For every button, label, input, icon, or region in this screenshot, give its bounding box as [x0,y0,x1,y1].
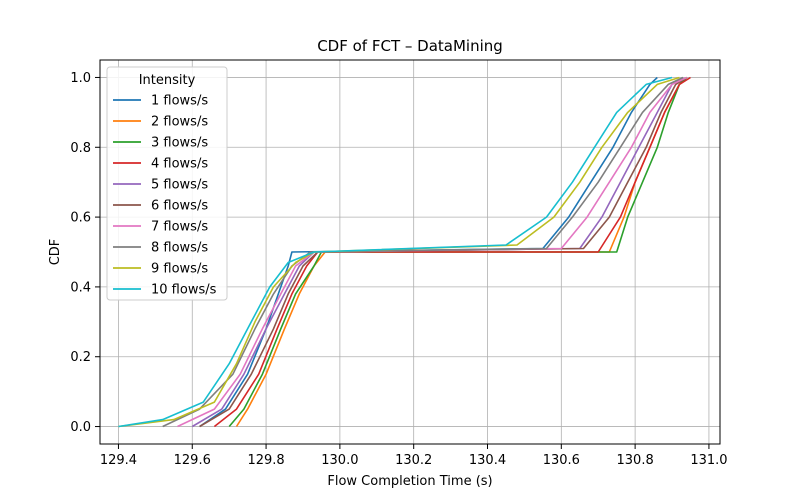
series-line-4 [213,76,691,428]
legend: Intensity 1 flows/s 2 flows/s 3 flows/s 4 f… [106,66,228,301]
legend-items: 1 flows/s 2 flows/s 3 flows/s 4 flows/s 5 fl… [113,94,217,298]
series-lines [118,76,691,428]
legend-label: 6 flows/s [151,199,208,214]
legend-label: 2 flows/s [151,115,208,130]
y-ticks: 0.0 0.2 0.4 0.6 0.8 1.0 [70,71,100,435]
legend-label: 7 flows/s [151,220,208,235]
y-tick-label: 0.4 [70,280,91,295]
x-tick-label: 129.6 [174,453,211,468]
legend-box [106,66,228,301]
legend-label: 10 flows/s [151,283,217,298]
legend-label: 3 flows/s [151,136,208,151]
y-tick-label: 0.0 [70,420,91,435]
plot-frame [99,59,721,445]
x-tick-label: 130.8 [617,453,654,468]
y-axis-label: CDF [48,239,63,266]
legend-label: 8 flows/s [151,241,208,256]
legend-title: Intensity [139,73,196,88]
x-tick-label: 129.4 [100,453,137,468]
y-tick-label: 0.8 [70,141,91,156]
x-ticks: 129.4 129.6 129.8 130.0 130.2 130.4 130.6 130.8… [100,444,728,468]
legend-label: 1 flows/s [151,94,208,109]
legend-label: 4 flows/s [151,157,208,172]
x-tick-label: 129.8 [247,453,284,468]
legend-label: 5 flows/s [151,178,208,193]
x-tick-label: 130.6 [543,453,580,468]
series-line-10 [118,76,673,428]
x-tick-label: 131.0 [690,453,727,468]
legend-label: 9 flows/s [151,262,208,277]
x-tick-label: 130.0 [321,453,358,468]
y-tick-label: 0.2 [70,350,91,365]
x-axis-label: Flow Completion Time (s) [327,474,492,489]
x-tick-label: 130.4 [469,453,506,468]
chart-title: CDF of FCT – DataMining [317,37,503,55]
y-tick-label: 0.6 [70,211,91,226]
y-tick-label: 1.0 [70,71,91,86]
series-line-8 [162,76,684,428]
x-tick-label: 130.2 [395,453,432,468]
